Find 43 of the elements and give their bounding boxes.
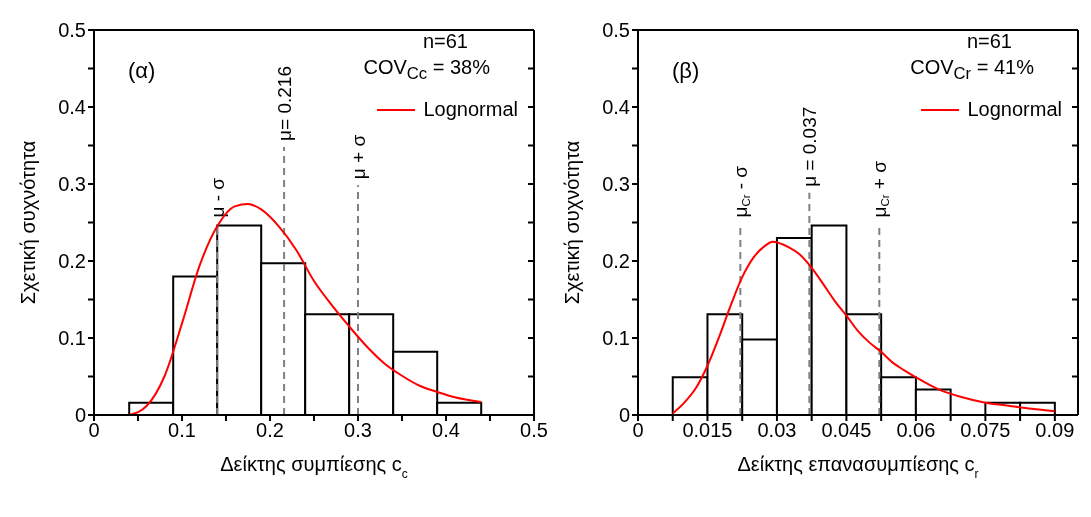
y-axis-title: Σχετική συχνότητα [561, 140, 583, 305]
x-axis-title: Δείκτης επανασυμπίεσης c$_{r}$ [737, 453, 979, 481]
y-tick-label: 0.1 [58, 327, 86, 350]
line-series [671, 240, 1056, 415]
y-tick-label: 0.5 [602, 19, 630, 42]
legend-label: Lognormal [423, 98, 518, 121]
y-tick-label: 0.3 [602, 173, 630, 196]
annotation: n=61 [966, 30, 1012, 53]
y-tick-label: 0 [74, 404, 86, 427]
x-tick-label: 0.1 [168, 419, 196, 442]
x-tick-label: 0.015 [682, 419, 733, 442]
annotation: (β) [672, 58, 700, 84]
x-tick-label: 0 [88, 419, 100, 442]
y-tick-label: 0.3 [58, 173, 86, 196]
ref-line-label: μ - σ [206, 177, 228, 218]
x-axis-title: Δείκτης συμπίεσης c$_{c}$ [220, 453, 408, 481]
annotation: COV$_{Cc}$ = 38% [363, 56, 490, 84]
x-tick-label: 0.2 [256, 419, 284, 442]
x-tick-label: 0.075 [960, 419, 1011, 442]
y-tick-label: 0.5 [58, 19, 86, 42]
x-tick-label: 0 [632, 419, 644, 442]
line-series [128, 203, 483, 415]
ref-line-label: μ = 0.037 [798, 106, 820, 187]
x-tick-label: 0.4 [432, 419, 460, 442]
y-tick-label: 0.4 [58, 96, 86, 119]
x-tick-label: 0.5 [520, 419, 548, 442]
annotation: n=61 [422, 30, 468, 53]
x-tick-label: 0.09 [1035, 419, 1075, 442]
ref-line-label: μ + σ [347, 134, 369, 180]
x-tick-label: 0.06 [896, 419, 936, 442]
y-tick-label: 0 [618, 404, 630, 427]
legend-label: Lognormal [967, 98, 1062, 121]
y-tick-label: 0.2 [58, 250, 86, 273]
x-tick-label: 0.045 [821, 419, 872, 442]
annotation: (α) [128, 58, 156, 84]
x-tick-label: 0.03 [757, 419, 797, 442]
y-tick-label: 0.2 [602, 250, 630, 273]
y-tick-label: 0.1 [602, 327, 630, 350]
annotation: COV$_{Cr}$ = 41% [910, 56, 1034, 84]
ref-line-label: μ= 0.216 [273, 66, 295, 141]
x-tick-label: 0.3 [344, 419, 372, 442]
y-axis-title: Σχετική συχνότητα [17, 140, 39, 305]
y-tick-label: 0.4 [602, 96, 630, 119]
